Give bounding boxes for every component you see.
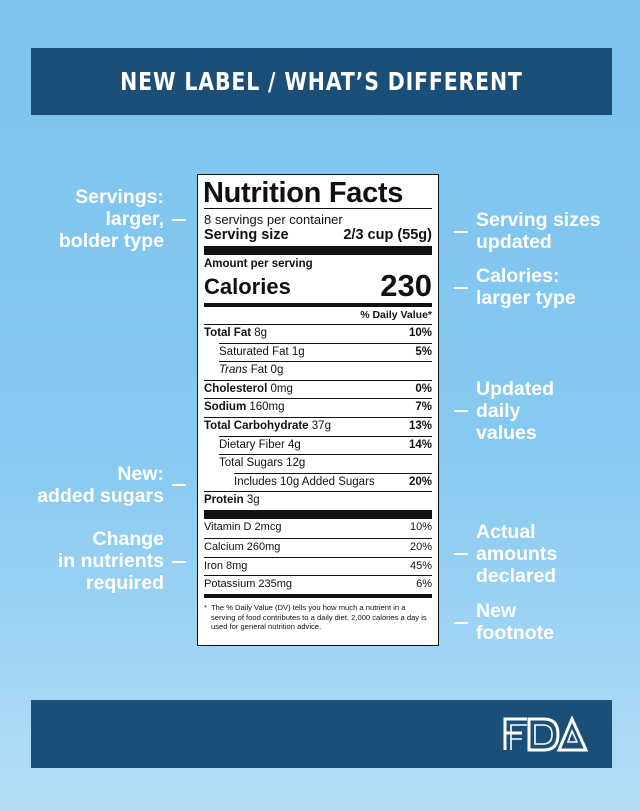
divider (204, 208, 432, 209)
serving-size-label: Serving size (204, 227, 289, 243)
callout-calories: Calories: larger type (476, 265, 576, 309)
calories-row: Calories 230 (204, 268, 432, 303)
callout-footnote: New footnote (476, 600, 554, 644)
callout-actual-amounts: Actual amounts declared (476, 521, 558, 587)
nutrient-row-saturated-fat: Saturated Fat 1g 5% (219, 342, 432, 362)
nutrient-row-dietary-fiber: Dietary Fiber 4g 14% (219, 435, 432, 455)
calories-value: 230 (380, 268, 432, 303)
serving-size-value: 2/3 cup (55g) (343, 227, 432, 243)
callout-dash (454, 622, 468, 624)
servings-per-container: 8 servings per container (204, 212, 343, 227)
footer-banner (31, 700, 612, 768)
divider-medium (204, 303, 432, 307)
header-banner: NEW LABEL / WHAT’S DIFFERENT (31, 48, 612, 115)
callout-dash (454, 231, 468, 233)
daily-value-pct: 10% (409, 520, 432, 533)
serving-size-row: Serving size 2/3 cup (55g) (204, 227, 432, 246)
page-title: NEW LABEL / WHAT’S DIFFERENT (120, 67, 523, 96)
daily-value-pct: 14% (408, 438, 432, 451)
callout-serving-sizes: Serving sizes updated (476, 209, 601, 253)
callout-dash (172, 484, 186, 486)
nutrient-row-total-carbohydrate: Total Carbohydrate 37g 13% (204, 416, 432, 436)
nutrient-row-total-fat: Total Fat 8g 10% (204, 324, 432, 343)
nutrient-row-trans-fat: Trans Fat 0g (219, 361, 432, 380)
nutrient-row-cholesterol: Cholesterol 0mg 0% (204, 379, 432, 399)
daily-value-pct: 13% (408, 419, 432, 432)
callout-servings: Servings: larger, bolder type (58, 186, 164, 252)
label-footnote: * The % Daily Value (DV) tells you how m… (204, 603, 427, 632)
vitamin-row: Iron 8mg 45% (204, 556, 432, 576)
amount-per-serving: Amount per serving (204, 258, 313, 270)
daily-value-pct: 10% (408, 327, 432, 339)
calories-label: Calories (204, 274, 291, 299)
vitamin-row: Vitamin D 2mcg 10% (204, 519, 432, 538)
vitamin-row: Potassium 235mg 6% (204, 575, 432, 594)
daily-value-pct: 0% (415, 382, 432, 395)
daily-value-pct: 20% (409, 540, 432, 553)
daily-value-pct: 7% (415, 401, 432, 414)
divider-thick (204, 246, 432, 255)
callout-dash (172, 561, 186, 563)
divider-thick (204, 509, 432, 519)
nutrient-row-total-sugars: Total Sugars 12g (219, 454, 432, 473)
fda-logo (503, 716, 588, 752)
nutrient-row-sodium: Sodium 160mg 7% (204, 398, 432, 417)
label-title: Nutrition Facts (203, 177, 404, 209)
nutrient-row-protein: Protein 3g (204, 491, 432, 510)
callout-dash (454, 553, 468, 555)
daily-value-pct: 6% (416, 578, 432, 591)
divider-medium (204, 594, 432, 599)
daily-value-pct: 45% (409, 559, 432, 572)
nutrition-facts-label: Nutrition Facts 8 servings per container… (197, 174, 439, 646)
daily-value-pct: 5% (415, 345, 432, 358)
callout-dash (172, 219, 186, 221)
callout-dash (454, 410, 468, 412)
vitamin-row: Calcium 260mg 20% (204, 537, 432, 557)
callout-nutrients-required: Change in nutrients required (57, 528, 164, 594)
daily-value-pct: 20% (408, 475, 432, 488)
nutrient-row-added-sugars: Includes 10g Added Sugars 20% (234, 472, 432, 492)
callout-daily-values: Updated daily values (476, 378, 554, 444)
daily-value-header: % Daily Value* (360, 309, 432, 321)
callout-added-sugars: New: added sugars (37, 463, 164, 507)
callout-dash (454, 287, 468, 289)
